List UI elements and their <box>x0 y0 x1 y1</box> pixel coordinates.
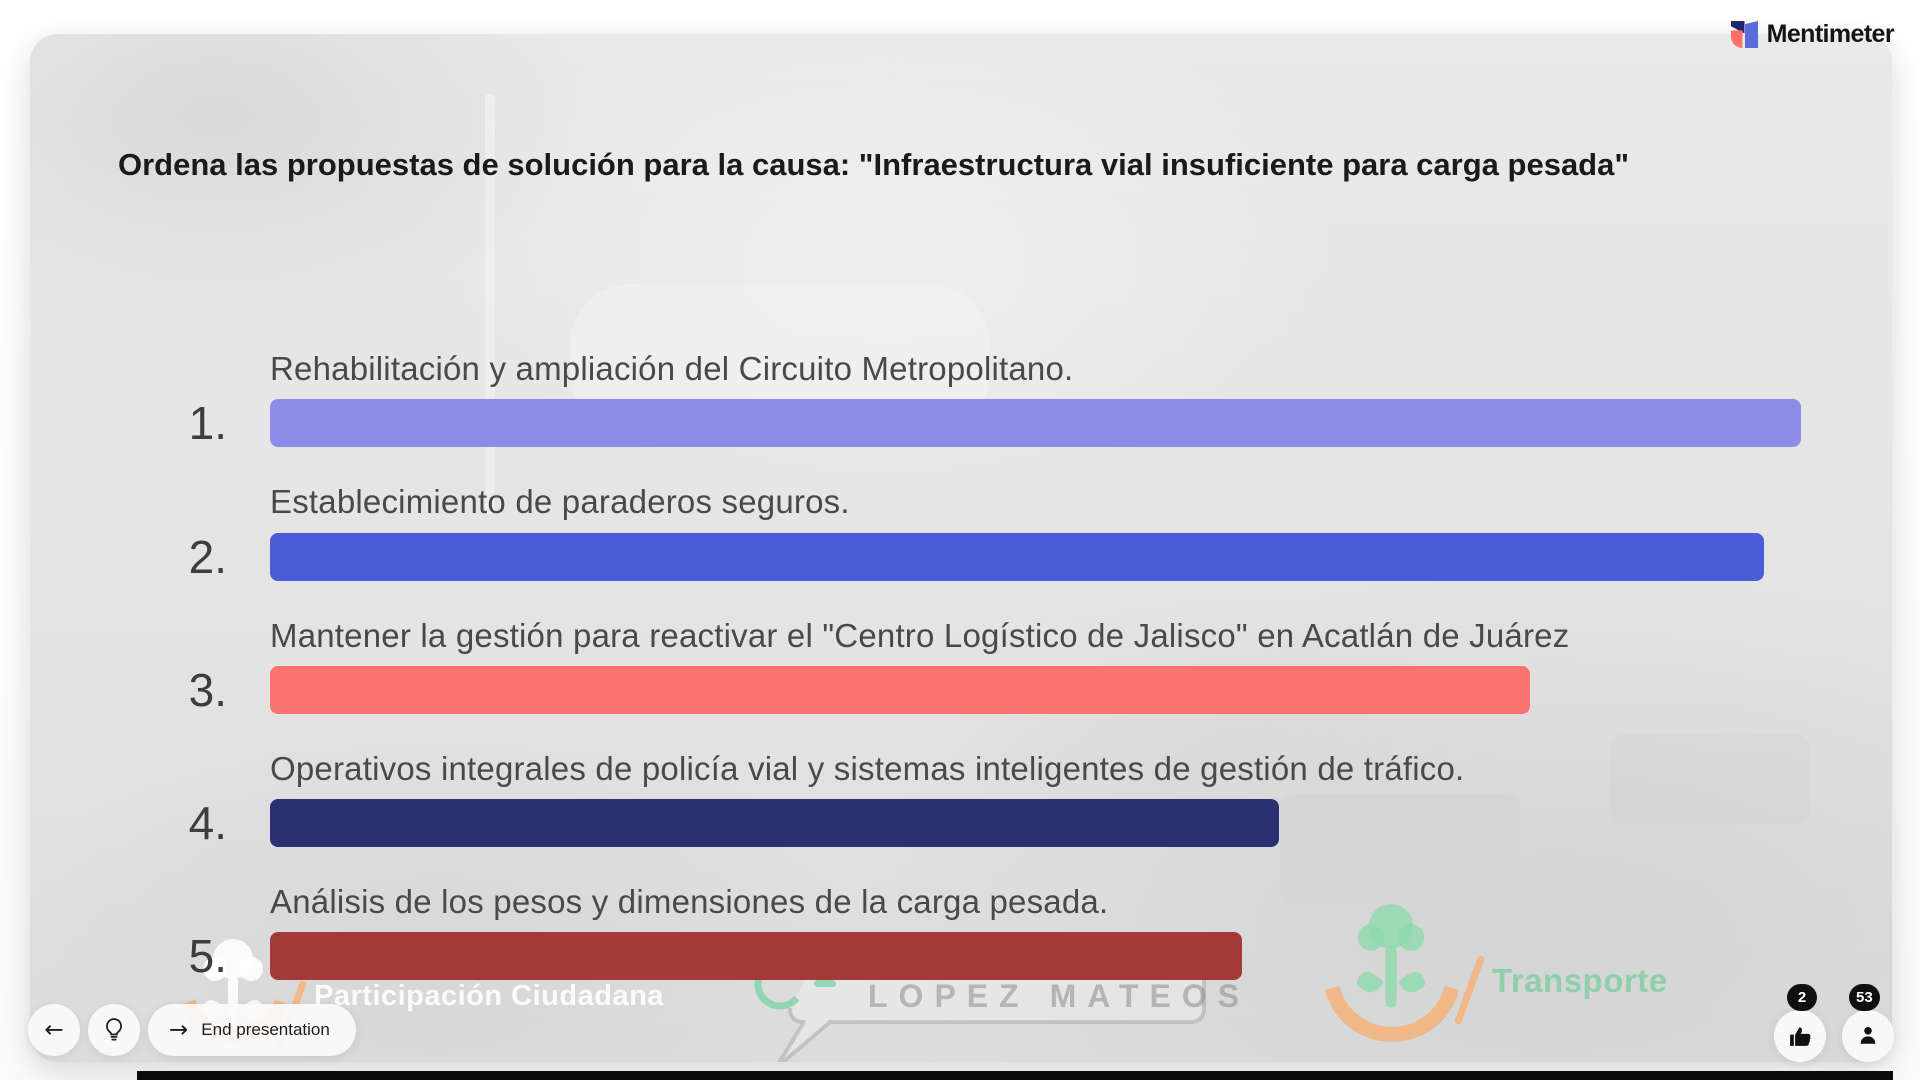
watermark-transporte-label: Transporte <box>1492 962 1668 999</box>
item-label: Establecimiento de paraderos seguros. <box>270 483 850 521</box>
ranking-bar <box>270 799 1279 847</box>
presentation-slide: Participación Ciudadana LOPEZ MATEOS Tra… <box>30 34 1892 1062</box>
flower-logo-green-icon <box>1356 904 1426 1008</box>
reactions-count-badge: 2 <box>1787 984 1817 1011</box>
mentimeter-logo: Mentimeter <box>1730 20 1895 49</box>
rank-number: 2. <box>188 530 227 583</box>
ranking-row: 3. Mantener la gestión para reactivar el… <box>175 615 1805 716</box>
item-label: Análisis de los pesos y dimensiones de l… <box>270 883 1109 920</box>
rank-number: 1. <box>188 397 227 450</box>
rank-number: 5. <box>188 930 227 983</box>
reactions-button[interactable] <box>1774 1010 1826 1062</box>
thumbs-up-icon <box>1789 1026 1810 1046</box>
bar-track <box>270 532 1801 581</box>
end-presentation-button[interactable]: → End presentation <box>148 1004 356 1056</box>
bar-track <box>270 932 1801 981</box>
bar-track <box>270 799 1801 847</box>
back-button[interactable]: ← <box>28 1004 80 1056</box>
ranking-row: 1. Rehabilitación y ampliación del Circu… <box>175 348 1805 450</box>
ranking-row: 2. Establecimiento de paraderos seguros. <box>175 481 1805 583</box>
ranking-bar <box>270 399 1801 448</box>
ranking-row: 4. Operativos integrales de policía vial… <box>175 748 1805 849</box>
ranking-row: 5. Análisis de los pesos y dimensiones d… <box>175 881 1805 983</box>
arrow-left-icon: ← <box>44 1016 64 1043</box>
participants-button[interactable] <box>1842 1010 1894 1062</box>
watermark-lopez-mateos-label: LOPEZ MATEOS <box>868 978 1251 1014</box>
background-shape <box>485 94 495 514</box>
background-shape <box>1280 794 1520 904</box>
rank-number: 4. <box>188 797 227 849</box>
arrow-right-icon: → <box>169 1016 189 1043</box>
end-presentation-label: End presentation <box>201 1020 330 1039</box>
item-label: Operativos integrales de policía vial y … <box>270 749 1465 787</box>
ranking-list: 1. Rehabilitación y ampliación del Circu… <box>175 348 1805 1014</box>
hint-button[interactable] <box>88 1004 140 1056</box>
orange-arc-icon <box>1324 985 1460 1042</box>
mentimeter-logo-icon <box>1730 21 1758 48</box>
slide-title: Ordena las propuestas de solución para l… <box>118 147 1630 182</box>
rank-number: 3. <box>188 663 227 716</box>
mentimeter-wordmark: Mentimeter <box>1766 20 1895 48</box>
bar-track <box>270 399 1801 448</box>
item-label: Mantener la gestión para reactivar el "C… <box>270 616 1570 654</box>
ranking-bar <box>270 665 1530 714</box>
watermark-participacion-label: Participación Ciudadana <box>314 980 664 1012</box>
item-label: Rehabilitación y ampliación del Circuito… <box>270 350 1074 387</box>
participants-count-badge: 53 <box>1849 984 1880 1011</box>
bar-track <box>270 665 1801 714</box>
bottom-edge-strip <box>137 1071 1893 1080</box>
ranking-bar <box>270 532 1765 581</box>
lightbulb-icon <box>106 1017 122 1040</box>
person-icon <box>1860 1027 1876 1044</box>
background-shape <box>1610 734 1810 824</box>
ranking-bar <box>270 932 1243 981</box>
